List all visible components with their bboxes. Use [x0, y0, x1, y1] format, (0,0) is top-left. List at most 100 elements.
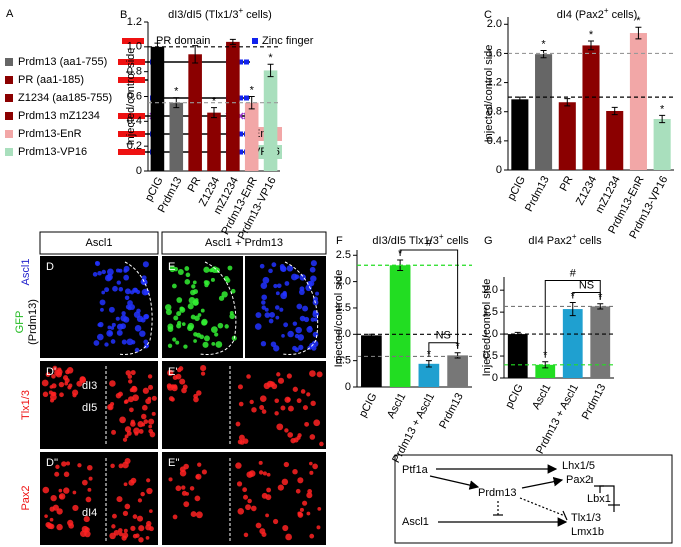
cell — [266, 472, 271, 477]
cell — [261, 492, 268, 499]
cell — [130, 525, 136, 531]
node: Ascl1 — [402, 516, 429, 528]
cell — [142, 404, 148, 411]
bar — [606, 110, 624, 170]
cell — [173, 267, 179, 272]
pr-domain — [118, 77, 145, 83]
x-tick-label: pCIG — [357, 391, 380, 419]
cell — [264, 312, 271, 318]
cell — [247, 498, 252, 504]
bar — [507, 334, 528, 378]
cell — [65, 461, 71, 466]
cell — [171, 283, 177, 289]
row-label: Pax2 — [20, 485, 32, 510]
cell — [190, 314, 196, 320]
cell — [264, 307, 269, 312]
cell — [137, 498, 143, 503]
y-tick-label: 0 — [496, 164, 502, 176]
cell — [242, 487, 248, 493]
cell — [315, 291, 320, 296]
cell — [83, 516, 90, 523]
cell — [72, 393, 77, 398]
node: Tlx1/3 — [571, 512, 601, 524]
bar — [447, 355, 468, 387]
bar — [511, 99, 529, 170]
cell — [148, 526, 154, 532]
cell — [218, 295, 225, 301]
cell — [274, 305, 280, 310]
construct-swatch — [5, 94, 13, 102]
x-tick-label: pCIG — [505, 174, 528, 202]
cell — [203, 266, 210, 273]
cell — [221, 291, 228, 298]
cell — [190, 289, 196, 296]
cell — [308, 461, 313, 466]
construct-swatch — [5, 76, 13, 84]
cell — [297, 477, 304, 484]
cell — [175, 340, 180, 345]
cell — [312, 310, 320, 318]
cell — [316, 371, 323, 378]
cell — [201, 469, 207, 475]
cells — [41, 260, 324, 543]
cell — [129, 388, 134, 393]
cell — [118, 528, 123, 533]
construct-name: Prdm13 (aa1-755) — [18, 56, 107, 68]
bar — [169, 102, 184, 171]
cell — [293, 437, 299, 443]
bar — [590, 306, 611, 378]
node: Lhx1/5 — [562, 460, 595, 472]
cell — [164, 304, 172, 311]
cell — [310, 275, 317, 282]
cell — [284, 281, 290, 286]
error-bar — [425, 360, 432, 368]
cell — [45, 372, 51, 378]
row-label: (Prdm13) — [27, 299, 39, 345]
cell — [283, 322, 289, 328]
cell — [143, 419, 149, 424]
y-tick-label: 1.2 — [487, 76, 502, 88]
cell — [131, 340, 136, 345]
cell — [263, 382, 271, 390]
cell — [136, 515, 144, 522]
cell — [183, 501, 190, 508]
cell — [261, 409, 267, 414]
cell — [80, 530, 87, 537]
cell — [190, 511, 197, 518]
cell — [147, 374, 153, 379]
title-part: + — [604, 6, 609, 15]
cell — [123, 316, 130, 323]
bar — [361, 335, 382, 387]
cell — [85, 496, 92, 503]
cell — [312, 463, 318, 470]
cell — [142, 387, 149, 394]
micrograph — [245, 256, 326, 358]
inhibition — [519, 497, 566, 517]
image-label: E'' — [168, 457, 180, 469]
cell — [302, 500, 308, 506]
bracket-label: # — [570, 267, 577, 279]
cell — [146, 487, 153, 495]
cell — [197, 313, 202, 317]
cell — [138, 429, 144, 434]
construct-swatch — [5, 148, 13, 156]
cell — [258, 460, 263, 465]
construct-name: PR (aa1-185) — [18, 74, 84, 86]
cell — [261, 300, 266, 305]
cell — [118, 287, 124, 292]
cell — [58, 488, 63, 493]
significance-star: * — [660, 103, 665, 115]
cell — [129, 407, 134, 413]
image-labels: D E D' E' D'' E'' dI3 dI5 dI4 — [46, 261, 180, 519]
cell — [55, 464, 60, 469]
cell — [96, 333, 104, 341]
cell — [260, 282, 268, 289]
bar — [150, 46, 165, 172]
cell — [133, 287, 138, 293]
image-label: E — [168, 261, 175, 273]
bar — [207, 112, 221, 171]
cell — [117, 391, 123, 397]
cell — [238, 434, 245, 441]
cell — [123, 400, 128, 404]
cell — [132, 533, 138, 539]
